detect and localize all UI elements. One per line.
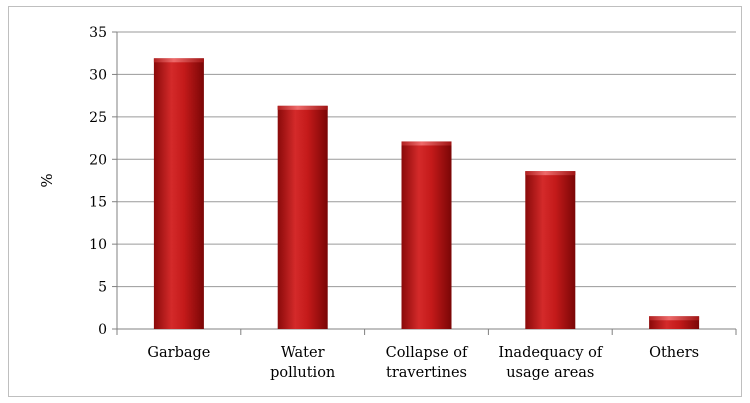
- y-axis-title: %: [38, 173, 56, 187]
- bar: [153, 58, 204, 329]
- bar-cap: [277, 105, 328, 110]
- bar: [277, 105, 328, 329]
- bar-cap: [401, 141, 452, 146]
- x-category-label-line: Inadequacy of: [498, 345, 603, 361]
- y-tick-label: 25: [89, 110, 107, 126]
- x-category-label-line: Collapse of: [386, 345, 469, 361]
- x-category-label-line: Water: [281, 345, 325, 361]
- bar-cap: [525, 171, 576, 176]
- x-category-label: Collapse of travertines: [386, 345, 469, 381]
- labels: 0 5 10 15 20 25 30 35 Garbage Water pollution Colla…: [38, 25, 699, 381]
- y-tick-label: 10: [89, 237, 107, 253]
- x-category-label: Inadequacy of usage areas: [498, 345, 603, 381]
- x-category-label: Garbage: [147, 345, 210, 361]
- x-category-label-line: pollution: [270, 365, 335, 381]
- x-category-label-line: travertines: [386, 365, 467, 381]
- y-tick-label: 15: [89, 195, 107, 211]
- y-tick-label: 30: [89, 67, 107, 83]
- bar-cap: [649, 316, 700, 321]
- y-tick-label: 35: [89, 25, 107, 41]
- x-category-label: Others: [649, 345, 699, 361]
- x-category-label-line: Others: [649, 345, 699, 361]
- bars: [153, 58, 700, 329]
- y-tick-label: 5: [98, 280, 107, 296]
- gridlines: [117, 31, 736, 288]
- bar-cap: [153, 58, 204, 63]
- x-category-label-line: Garbage: [147, 345, 210, 361]
- bar: [525, 171, 576, 329]
- y-tick-label: 20: [89, 152, 107, 168]
- y-tick-label: 0: [98, 322, 107, 338]
- x-category-label: Water pollution: [270, 345, 335, 381]
- x-category-label-line: usage areas: [506, 365, 594, 381]
- bar: [401, 141, 452, 329]
